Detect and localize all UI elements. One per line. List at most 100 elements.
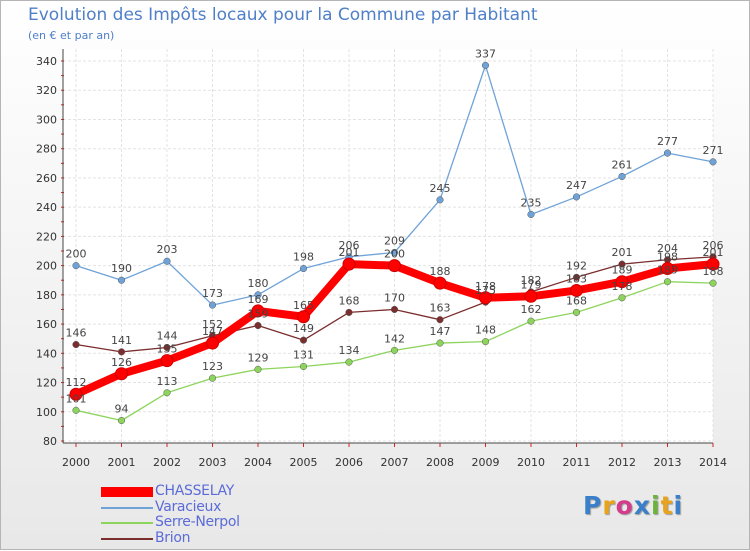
data-label: 201	[339, 246, 360, 259]
data-point	[160, 354, 174, 368]
data-point	[572, 193, 581, 201]
legend-swatch	[101, 537, 153, 540]
data-point	[481, 61, 490, 69]
data-point	[527, 210, 535, 219]
logo-letter: x	[633, 491, 651, 520]
data-label: 178	[612, 280, 633, 293]
data-label: 201	[612, 246, 633, 259]
legend-swatch	[101, 506, 153, 509]
data-label: 189	[657, 264, 678, 277]
data-label: 206	[339, 239, 360, 252]
data-point	[618, 172, 626, 181]
data-point	[163, 343, 171, 352]
plot-area	[63, 49, 713, 443]
legend-swatch	[101, 522, 153, 524]
data-label: 203	[157, 243, 178, 256]
data-point	[345, 308, 353, 316]
data-label: 209	[384, 234, 405, 247]
data-point	[436, 196, 444, 204]
data-label: 134	[339, 344, 360, 357]
data-point	[706, 257, 720, 271]
data-label: 261	[612, 158, 633, 171]
y-tick-label: 100	[36, 406, 57, 419]
data-label: 200	[66, 248, 87, 261]
data-label: 245	[430, 182, 451, 195]
y-tick-label: 260	[36, 172, 57, 185]
x-tick-label: 2007	[381, 456, 409, 469]
data-point	[115, 367, 128, 381]
data-label: 141	[111, 334, 132, 347]
legend-item: Varacieux	[101, 499, 361, 516]
data-label: 178	[475, 280, 496, 293]
data-label: 147	[430, 325, 451, 338]
data-label: 126	[111, 356, 132, 369]
data-label: 101	[66, 392, 87, 405]
data-point	[390, 346, 399, 354]
y-tick-label: 80	[43, 435, 57, 448]
data-label: 165	[293, 299, 314, 312]
data-point	[297, 310, 310, 324]
data-label: 148	[475, 324, 496, 337]
data-label: 142	[384, 332, 405, 345]
data-label: 235	[521, 196, 542, 209]
data-label: 162	[521, 303, 542, 316]
proxiti-logo: Proxiti	[583, 491, 683, 520]
data-point	[570, 283, 583, 297]
data-point	[436, 339, 444, 347]
x-tick-label: 2001	[108, 456, 136, 469]
data-point	[663, 278, 672, 286]
x-tick-label: 2011	[563, 456, 591, 469]
x-tick-label: 2008	[426, 456, 454, 469]
y-tick-label: 220	[36, 230, 57, 243]
logo-letter: P	[583, 491, 603, 520]
data-label: 170	[384, 291, 405, 304]
data-label: 204	[657, 242, 678, 255]
data-label: 188	[703, 265, 724, 278]
data-point	[299, 336, 308, 344]
data-point	[342, 257, 356, 271]
data-label: 179	[521, 278, 542, 291]
data-point	[163, 257, 171, 265]
data-label: 247	[566, 179, 587, 192]
data-point	[615, 275, 629, 289]
y-tick-label: 240	[36, 201, 57, 214]
data-point	[572, 308, 581, 316]
data-point	[390, 305, 399, 314]
data-label: 169	[248, 293, 269, 306]
legend-item: Serre-Nerpol	[101, 514, 361, 531]
data-point	[481, 338, 490, 346]
data-point	[388, 259, 401, 273]
y-tick-label: 140	[36, 347, 57, 360]
data-point	[254, 291, 262, 299]
data-label: 146	[66, 327, 87, 340]
data-label: 201	[703, 246, 724, 259]
x-tick-label: 2002	[153, 456, 181, 469]
data-label: 168	[566, 294, 587, 307]
data-label: 152	[202, 318, 223, 331]
data-point	[709, 279, 717, 287]
x-tick-label: 2006	[335, 456, 363, 469]
data-point	[345, 358, 353, 366]
y-tick-label: 200	[36, 260, 57, 273]
data-point	[390, 248, 399, 257]
data-label: 192	[566, 259, 587, 272]
data-label: 168	[339, 294, 360, 307]
data-point	[117, 276, 126, 284]
data-point	[72, 340, 80, 349]
data-point	[251, 304, 265, 318]
data-point	[524, 289, 538, 303]
data-point	[208, 301, 217, 309]
data-label: 113	[157, 375, 178, 388]
data-point	[72, 262, 80, 270]
x-tick-label: 2013	[654, 456, 682, 469]
x-tick-label: 2012	[608, 456, 636, 469]
x-tick-label: 2005	[290, 456, 318, 469]
legend-label: Brion	[155, 529, 191, 546]
x-tick-label: 2014	[699, 456, 727, 469]
y-tick-label: 180	[36, 289, 57, 302]
x-tick-label: 2000	[62, 456, 90, 469]
data-point	[663, 149, 672, 157]
data-label: 147	[202, 325, 223, 338]
legend-label: Serre-Nerpol	[155, 514, 240, 530]
